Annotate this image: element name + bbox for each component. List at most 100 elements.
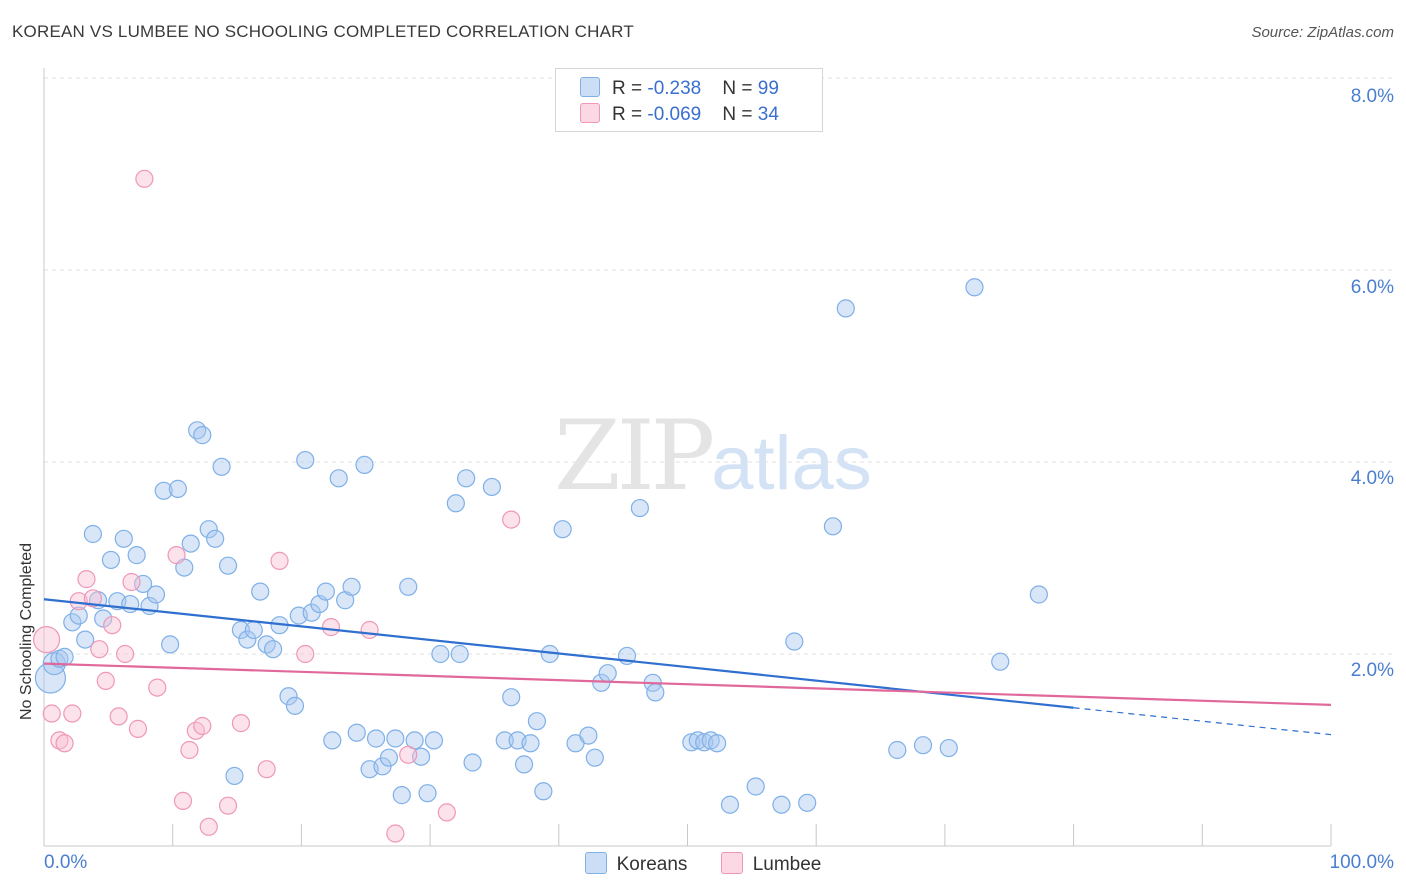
korean-point [279,687,298,706]
x-tick-label: 100.0% [1329,852,1394,873]
watermark-zip: ZIP [554,400,715,512]
n-label: N = [722,78,758,99]
korean-point [772,795,791,814]
korean-point [386,729,405,748]
lumbee-point [77,570,96,589]
koreans-swatch [584,852,607,874]
korean-point [316,582,335,601]
korean-point [323,731,342,750]
korean-point [502,688,521,707]
korean-point [527,712,547,731]
lumbee-point [199,817,218,836]
korean-point [482,477,501,497]
korean-point [392,786,411,805]
lumbee-point [96,671,115,690]
korean-point [646,683,665,702]
korean-point [521,734,540,753]
lumbee-point [321,618,341,637]
korean-point [418,784,437,803]
lumbee-swatch [720,852,743,874]
korean-point [355,455,374,474]
korean-point [446,494,465,513]
korean-point [514,755,534,774]
korean-point [991,652,1010,671]
korean-point [238,630,257,649]
y-tick-label: 8.0% [1350,86,1394,107]
lumbee-point [148,678,167,697]
korean-point [688,731,707,750]
lumbee-point [360,620,379,640]
lumbee-point [32,625,61,654]
n-value: 34 [757,104,779,125]
korean-point [965,278,984,297]
korean-point [431,644,450,664]
korean-point [579,726,598,745]
korean-point [55,647,74,666]
korean-point [285,696,305,715]
r-label: R = [612,78,648,99]
korean-point [913,736,933,755]
korean-point [585,748,604,767]
korean-point [114,529,133,548]
korean-point [206,529,225,548]
lumbee-point [218,796,238,815]
correlation-legend: R = -0.238 N = 99 R = -0.069 N = 34 [555,68,823,132]
legend-item-lumbee: Lumbee [720,852,822,876]
lumbee-point [167,546,186,565]
korean-point [798,793,817,812]
n-value: 99 [757,78,779,99]
korean-point [682,733,701,752]
lumbee-point [296,644,315,664]
lumbee-point [42,704,61,723]
korean-point [450,644,469,664]
korean-point [212,457,231,476]
korean-point [161,635,180,654]
lumbee-point [231,714,251,733]
lumbee-point [135,169,154,188]
koreans-swatch [580,77,600,97]
y-tick-label: 2.0% [1350,660,1394,681]
y-axis-title: No Schooling Completed [18,543,35,720]
korean-point [399,577,418,596]
lumbee-point [128,719,148,738]
korean-point [225,766,244,786]
lumbee-point [109,707,128,726]
korean-trend-extension [1073,707,1332,736]
lumbee-point [122,572,141,592]
lumbee-point [90,640,109,659]
lumbee-point [103,616,122,635]
legend-item-koreans: Koreans [584,852,687,876]
korean-point [720,795,740,814]
korean-point [463,753,482,772]
r-label: R = [612,104,648,125]
korean-point [101,550,121,570]
korean-point [94,609,113,628]
lumbee-point [502,510,521,529]
korean-point [785,632,804,651]
korean-point [366,729,386,748]
korean-point [127,546,146,565]
lumbee-point [270,551,289,570]
korean-point [495,731,514,750]
series-legend: Koreans Lumbee [0,852,1406,876]
n-label: N = [722,104,758,125]
korean-trend-line [43,598,1074,709]
r-value: -0.069 [647,104,702,125]
korean-point [329,469,348,488]
korean-point [939,738,958,758]
lumbee-point [115,644,135,664]
korean-point [457,469,476,488]
korean-point [630,498,649,518]
lumbee-point [63,704,82,723]
y-tick-label: 4.0% [1350,468,1394,489]
legend-label: Lumbee [752,854,822,875]
korean-point [193,426,212,445]
lumbee-swatch [580,103,600,123]
korean-point [708,734,727,753]
korean-point [836,299,855,318]
korean-point [888,740,907,760]
korean-point [69,606,88,625]
lumbee-point [437,803,456,822]
y-tick-label: 6.0% [1350,277,1394,298]
korean-point [379,748,399,767]
